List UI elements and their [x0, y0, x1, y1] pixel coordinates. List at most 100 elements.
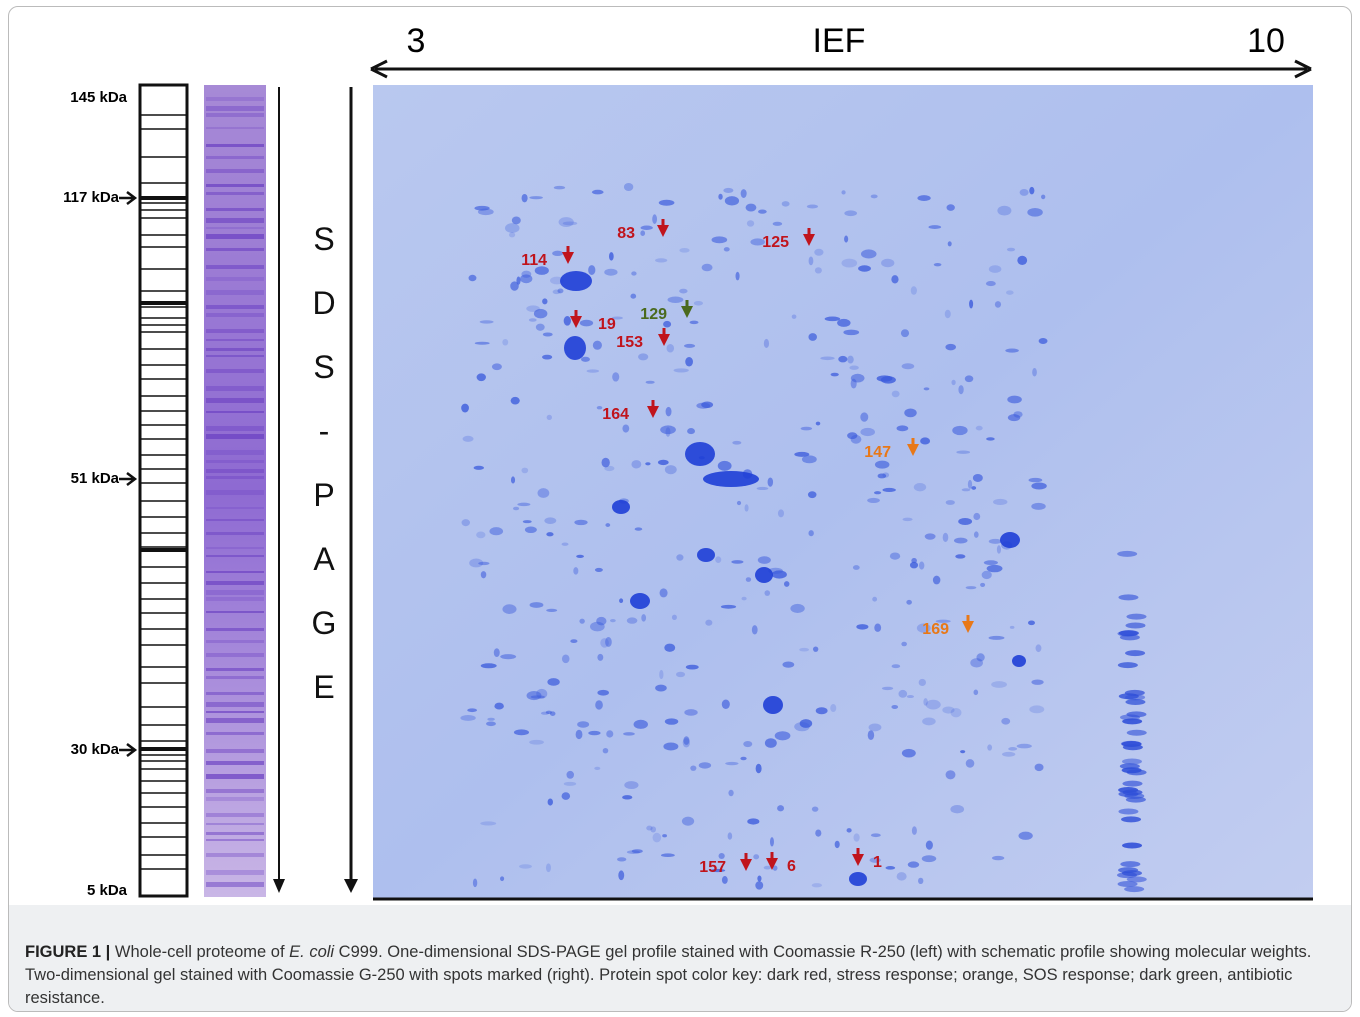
gel-spot — [777, 509, 785, 518]
gel-spot — [881, 686, 894, 691]
gel-spot — [922, 717, 936, 726]
gel-spot — [524, 526, 537, 534]
gel-spot — [997, 205, 1012, 216]
gel-spot — [547, 798, 553, 806]
gel-spot — [1117, 872, 1138, 879]
gel-spot — [461, 519, 470, 527]
gel-spot — [988, 635, 1005, 640]
lane-band — [206, 490, 264, 495]
gel-spot — [740, 189, 747, 198]
gel-spot — [723, 187, 734, 193]
gel-spot — [577, 721, 590, 728]
gel-spot — [537, 488, 550, 498]
gel-spot — [858, 265, 871, 272]
gel-spot — [750, 238, 765, 246]
lane-band — [206, 532, 264, 535]
gel-spot — [1118, 790, 1139, 797]
ief-label: IEF — [813, 22, 866, 60]
gel-spot — [715, 556, 722, 564]
gel-spot — [925, 840, 933, 850]
gel-spot — [566, 770, 574, 779]
gel-spot — [743, 740, 753, 748]
gel-spot — [904, 408, 917, 418]
gel-spot — [1117, 630, 1138, 637]
gel-spot — [815, 829, 822, 837]
gel-spot — [679, 247, 690, 253]
gel-spot — [847, 432, 858, 440]
sds-page-label: SDS-PAGE — [306, 221, 342, 733]
gel-spot — [844, 210, 857, 217]
gel-spot — [526, 305, 540, 312]
gel-spot — [906, 599, 912, 605]
caption-label: FIGURE 1 | — [25, 943, 115, 961]
gel-spot — [600, 638, 609, 648]
lane-band — [206, 97, 264, 101]
lane-band — [206, 192, 264, 195]
gel-spot — [717, 460, 732, 471]
gel-spot — [563, 781, 577, 786]
gel-spot — [783, 581, 790, 587]
gel-spot — [1125, 650, 1146, 657]
gel-spot — [468, 274, 477, 282]
gel-spot — [838, 355, 848, 363]
gel-spot — [791, 314, 797, 319]
gel-spot — [920, 437, 931, 445]
gel-spot — [763, 338, 770, 349]
gel-spot — [972, 474, 983, 482]
gel-spot — [546, 414, 552, 421]
gel-spot — [735, 271, 740, 281]
gel-spot — [850, 373, 865, 383]
gel-spot — [533, 308, 548, 319]
gel-spot — [772, 865, 778, 871]
lane-band — [206, 611, 264, 613]
lane-band — [206, 184, 264, 187]
gel-spot — [631, 460, 642, 469]
spot-label: 83 — [617, 225, 635, 242]
lane-band — [206, 355, 264, 357]
gel-spot — [951, 379, 956, 386]
gel-spot — [1126, 769, 1147, 776]
gel-spot — [698, 762, 712, 769]
gel-spot — [900, 329, 910, 338]
spot-label: 164 — [602, 406, 629, 423]
gel-spot — [753, 854, 760, 860]
gel-spot — [521, 467, 529, 474]
gel-spot — [808, 333, 817, 341]
gel-spot — [646, 825, 653, 831]
gel-spot — [808, 256, 814, 266]
spot-arrow — [657, 219, 669, 237]
gel-spot — [891, 275, 899, 284]
gel-spot — [658, 199, 675, 206]
gel-spot — [933, 262, 942, 267]
gel-spot — [1019, 189, 1029, 196]
lane-band — [206, 676, 264, 679]
gel-spot — [588, 730, 601, 736]
gel-spot — [622, 795, 633, 800]
gel-spot — [476, 373, 486, 382]
gel-spot — [847, 355, 854, 364]
gel-spot — [896, 425, 909, 432]
gel-spot — [640, 225, 653, 230]
gel-spot — [841, 190, 846, 195]
gel-spot — [480, 663, 497, 669]
gel-spot — [993, 498, 1008, 505]
lane-band — [206, 519, 264, 521]
gel-spot — [526, 691, 542, 701]
gel-spot — [889, 552, 901, 560]
gel-spot — [755, 763, 762, 774]
gel-spot — [994, 301, 1002, 308]
gel-spot — [891, 390, 900, 398]
gel-spot — [1125, 699, 1146, 706]
gel-spot — [874, 623, 882, 632]
gel-spot — [849, 365, 859, 370]
mw-label: 145 kDa — [70, 89, 127, 106]
gel-spot — [659, 588, 668, 598]
gel-spot — [657, 459, 669, 466]
gel-spot — [652, 832, 662, 843]
gel-spot — [986, 564, 1003, 573]
gel-spot — [528, 318, 537, 322]
gel-spot — [612, 372, 620, 382]
gel-spot — [664, 643, 676, 652]
lane-band — [206, 208, 264, 211]
gel-spot — [991, 681, 1007, 688]
